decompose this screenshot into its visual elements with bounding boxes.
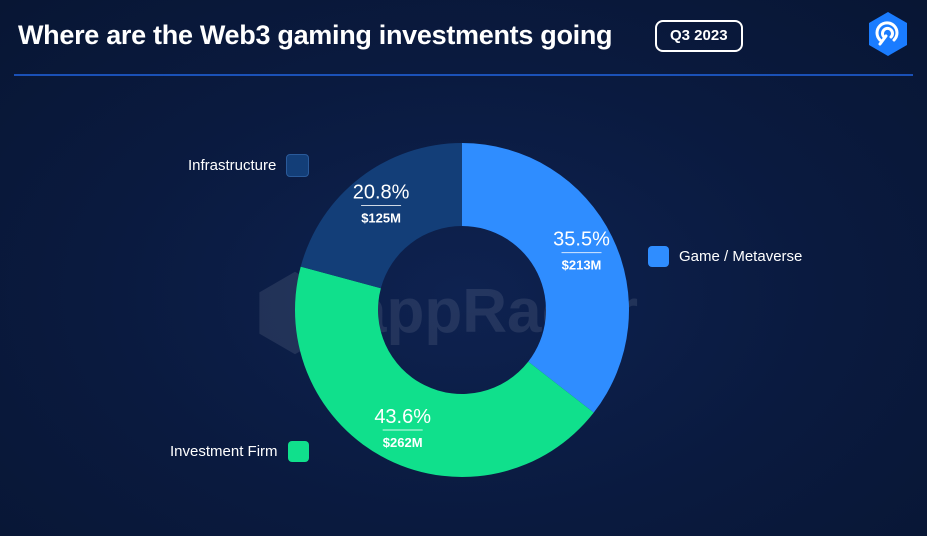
donut-slices <box>295 143 630 478</box>
slice-percent-label: 35.5% <box>553 229 610 251</box>
legend-item-game-metaverse: Game / Metaverse <box>648 246 802 267</box>
legend-label: Investment Firm <box>170 443 278 460</box>
legend-item-infrastructure: Infrastructure <box>188 154 310 177</box>
slice-game-metaverse <box>462 143 630 413</box>
slice-investment-firm <box>295 266 594 478</box>
slice-value-label: $125M <box>361 210 401 225</box>
legend-swatch <box>287 441 309 462</box>
slice-percent-label: 20.8% <box>353 181 410 203</box>
legend-label: Game / Metaverse <box>679 248 803 265</box>
donut-labels: 35.5% $213M 43.6% $262M 20.8% $125M <box>353 181 610 450</box>
legend-label: Infrastructure <box>188 157 277 174</box>
page-title: Where are the Web3 gaming investments go… <box>18 20 613 50</box>
header-divider <box>14 74 913 76</box>
slice-value-label: $213M <box>562 258 602 273</box>
slice-infrastructure <box>300 143 462 289</box>
period-badge: Q3 2023 <box>655 20 743 52</box>
slice-percent-label: 43.6% <box>374 406 431 428</box>
legend-swatch <box>648 246 669 267</box>
dappradar-logo-icon <box>869 12 907 56</box>
slice-value-label: $262M <box>383 435 423 450</box>
legend-swatch <box>286 154 310 177</box>
header: Where are the Web3 gaming investments go… <box>14 12 913 60</box>
legend-item-investment-firm: Investment Firm <box>170 441 309 462</box>
